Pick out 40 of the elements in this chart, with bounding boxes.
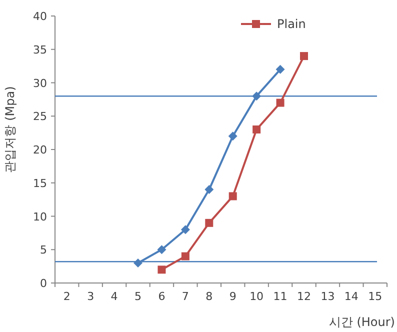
point [134, 258, 142, 268]
x-tick-label: 15 [368, 290, 382, 303]
point [157, 245, 166, 254]
x-tick-label: 13 [320, 290, 335, 303]
point [252, 125, 261, 134]
point [204, 185, 214, 194]
y-tick-label: 25 [33, 110, 47, 124]
y-tick-label: 30 [33, 76, 47, 90]
y-axis-title: 관입저항 (Mpa) [3, 86, 17, 173]
x-axis-title: 시간 (Hour) [328, 315, 395, 329]
x-tick-label: 6 [158, 290, 166, 303]
y-tick-label: 20 [33, 144, 47, 156]
point [180, 225, 190, 234]
y-tick-label: 10 [33, 210, 47, 224]
x-tick-label: 12 [297, 290, 311, 303]
x-tick-label: 14 [344, 290, 358, 303]
point [276, 98, 284, 107]
point [228, 132, 238, 141]
point [300, 52, 308, 60]
x-tick-label: 11 [273, 290, 288, 303]
x-tick-label: 9 [229, 290, 236, 303]
point [158, 266, 166, 274]
point [181, 252, 190, 260]
y-tick-label: 15 [33, 176, 47, 190]
y-tick-label: 35 [33, 43, 47, 56]
x-tick-label: 7 [182, 290, 189, 303]
y-tick-label: 40 [33, 10, 47, 23]
legend-label: Plain [277, 17, 306, 31]
point [276, 64, 285, 74]
x-tick-label: 10 [250, 290, 264, 303]
x-tick-label: 5 [134, 290, 142, 303]
point [228, 192, 237, 200]
x-tick-label: 2 [63, 290, 70, 303]
point [252, 92, 262, 101]
y-tick-label: 0 [40, 277, 47, 290]
point [205, 218, 214, 227]
x-tick-label: 8 [206, 290, 213, 303]
y-tick-label: 5 [40, 244, 47, 257]
x-tick-label: 4 [110, 290, 118, 303]
x-tick-label: 3 [87, 290, 94, 303]
